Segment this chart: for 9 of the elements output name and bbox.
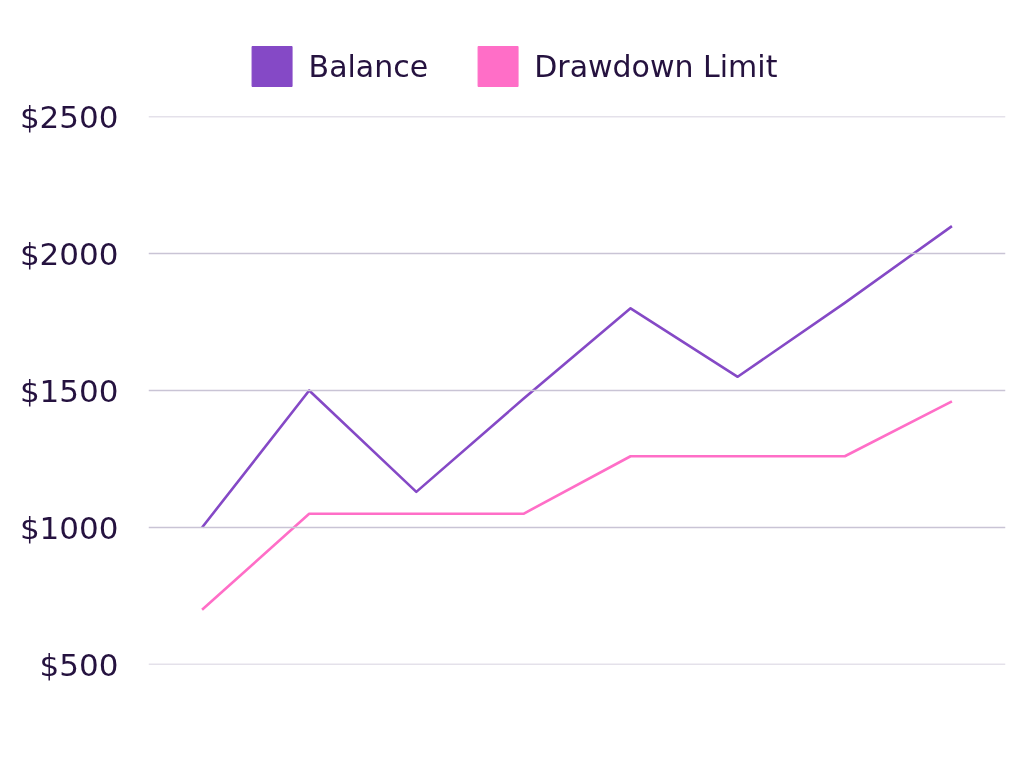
y-tick-label: $1500 — [19, 372, 119, 409]
y-tick-label: $2500 — [19, 98, 119, 135]
y-tick-label: $2000 — [19, 235, 119, 272]
line-series — [200, 224, 954, 529]
line-series — [200, 400, 954, 611]
legend-label: Balance — [308, 47, 429, 86]
y-tick-label: $1000 — [19, 509, 119, 546]
legend-label: Drawdown Limit — [534, 47, 778, 86]
y-tick-label: $500 — [39, 646, 119, 683]
